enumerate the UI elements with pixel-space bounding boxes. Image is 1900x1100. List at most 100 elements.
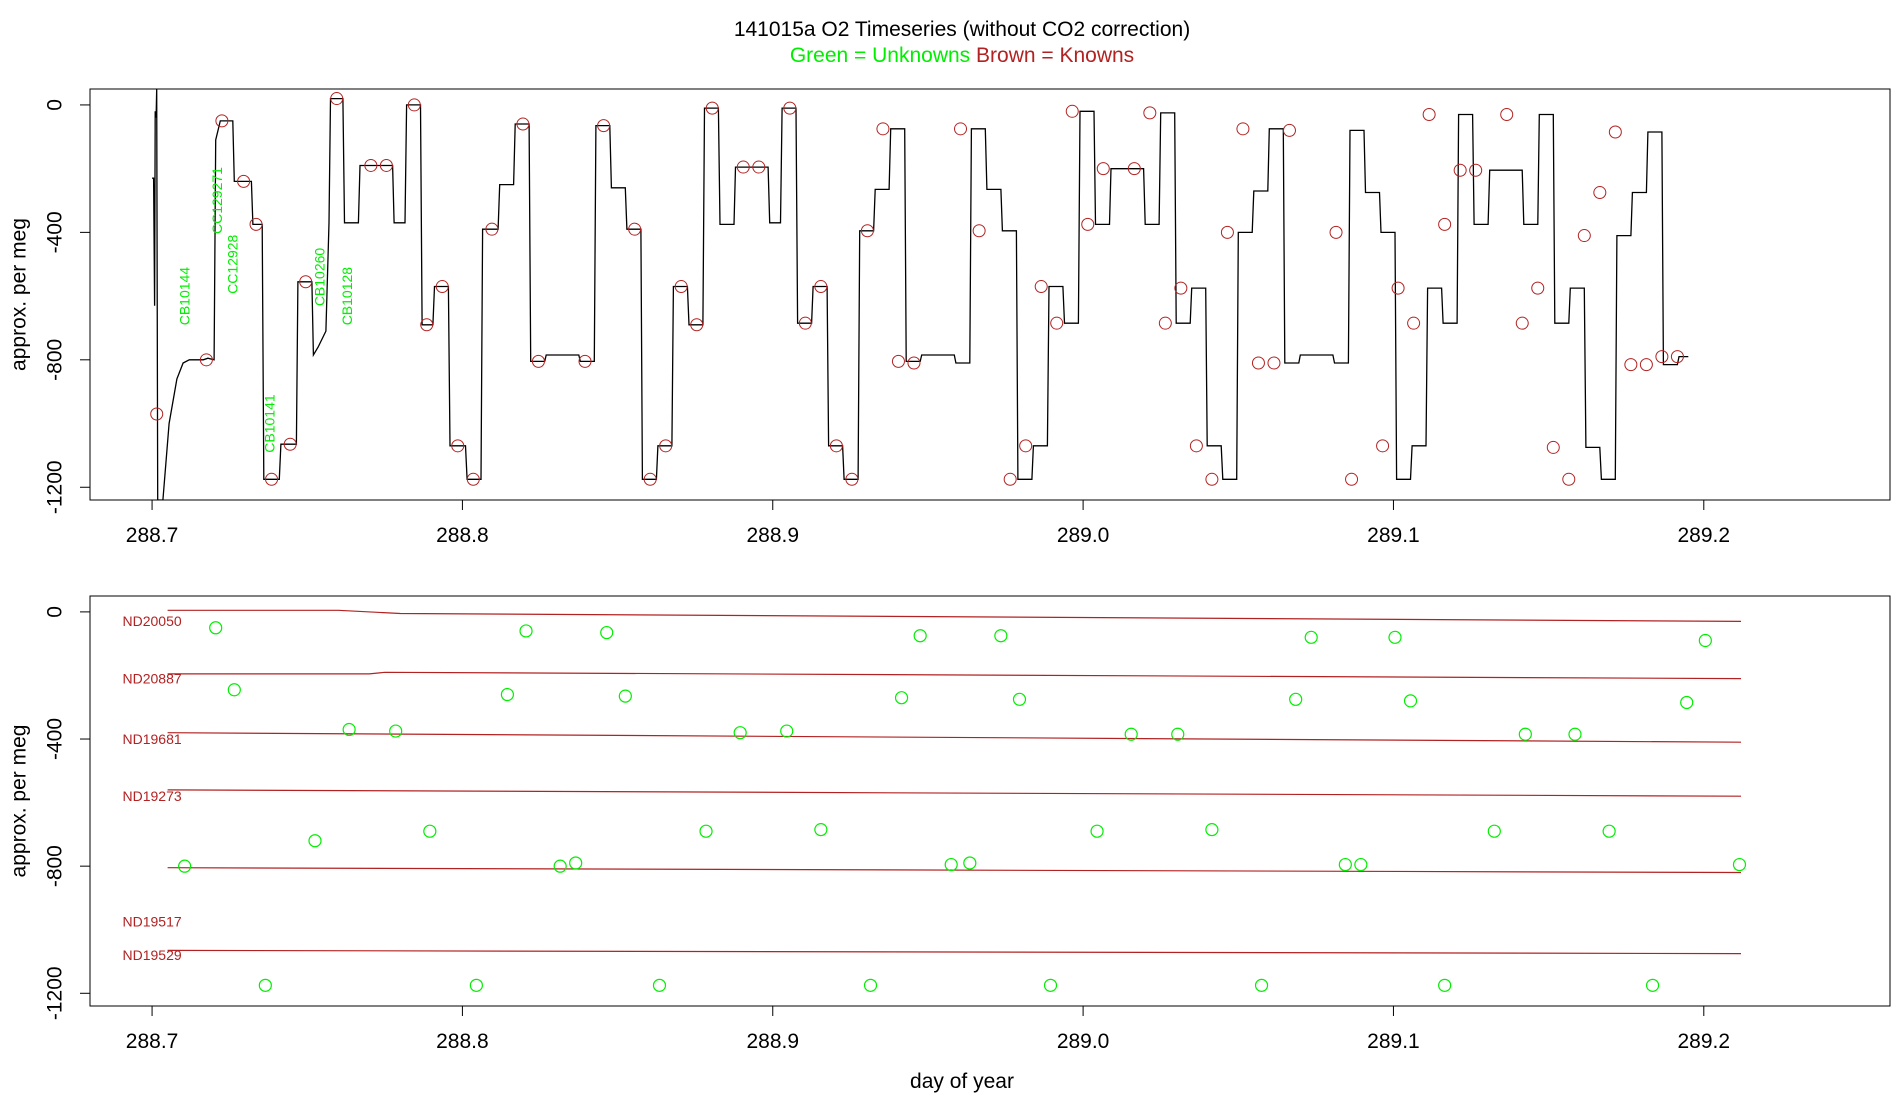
- known-point: [1453, 163, 1467, 177]
- unknown-point: [699, 824, 713, 838]
- unknown-point: [894, 691, 909, 705]
- known-point: [597, 119, 611, 133]
- x-tick-label: 289.2: [1678, 1030, 1731, 1053]
- known-point: [1236, 122, 1250, 136]
- known-point: [659, 439, 673, 453]
- unknown-point: [963, 856, 977, 870]
- known-point: [364, 158, 378, 172]
- unknown-point: [258, 978, 272, 992]
- y-axis-title: approx. per meg: [8, 725, 31, 878]
- unknown-point: [342, 722, 356, 737]
- known-point: [299, 275, 313, 289]
- known-point: [954, 122, 968, 136]
- known-point: [1096, 162, 1110, 176]
- y-tick-label: -1200: [44, 460, 67, 514]
- cylinder-annotation: CB10141: [262, 394, 278, 453]
- unknown-point: [1254, 978, 1269, 992]
- y-tick-label: 0: [44, 606, 67, 618]
- unknown-point: [1090, 824, 1104, 838]
- unknown-point: [780, 724, 794, 738]
- unknown-point: [600, 625, 614, 640]
- plot-frame: [89, 595, 1891, 1007]
- x-tick-label: 289.1: [1367, 1030, 1420, 1053]
- x-tick-label: 289.0: [1057, 524, 1110, 547]
- unknown-point: [569, 856, 583, 870]
- standard-label: ND20050: [122, 613, 181, 629]
- y-tick-label: -400: [44, 211, 67, 253]
- x-tick-label: 288.7: [126, 524, 179, 547]
- x-tick-label: 288.7: [126, 1030, 179, 1053]
- known-point: [237, 174, 251, 188]
- unknown-point: [1680, 695, 1694, 710]
- standard-line: [167, 949, 1742, 955]
- x-tick-label: 288.8: [436, 1030, 489, 1053]
- unknown-point: [1645, 978, 1660, 992]
- cylinder-annotation: CB10260: [311, 248, 327, 307]
- unknown-point: [423, 824, 437, 838]
- known-point: [1376, 439, 1390, 453]
- known-point: [907, 356, 921, 370]
- unknown-point: [913, 629, 927, 643]
- unknown-point: [1012, 692, 1027, 706]
- known-point: [1577, 229, 1591, 243]
- known-point: [860, 224, 874, 238]
- unknown-point: [994, 629, 1008, 643]
- known-point: [215, 114, 229, 128]
- legend-knowns: Brown = Knowns: [976, 44, 1134, 67]
- top-panel: 288.7 288.8 288.9 289.0 289.1 289.2 0 -400 -800 -…: [8, 88, 1891, 547]
- known-point: [199, 353, 213, 367]
- known-point: [420, 318, 434, 332]
- known-point: [1329, 225, 1343, 239]
- known-point: [1282, 123, 1296, 137]
- known-point: [1158, 316, 1172, 330]
- known-point: [485, 222, 499, 236]
- known-point: [829, 439, 843, 453]
- known-point: [690, 318, 704, 332]
- unknown-point: [500, 687, 515, 702]
- known-point: [1050, 316, 1064, 330]
- known-point: [1251, 356, 1265, 370]
- known-point: [1034, 280, 1048, 294]
- known-point: [1345, 472, 1359, 486]
- known-point: [845, 472, 859, 486]
- y-tick-label: -800: [44, 845, 67, 887]
- known-point: [1189, 439, 1203, 453]
- unknown-point: [227, 683, 241, 697]
- unknown-point: [389, 724, 403, 738]
- known-point: [643, 472, 657, 486]
- unknown-point: [1698, 633, 1712, 648]
- known-point: [1081, 217, 1095, 231]
- known-point: [249, 217, 263, 231]
- unknown-point: [1568, 727, 1582, 741]
- legend-unknowns: Green = Unknowns: [790, 44, 970, 67]
- standard-line: [167, 671, 1742, 680]
- known-point: [466, 472, 480, 486]
- y-tick-label: -800: [44, 339, 67, 381]
- known-point: [150, 407, 164, 421]
- known-point: [1546, 440, 1560, 454]
- standard-line: [167, 732, 1742, 743]
- chart-subtitle: Green = Unknowns Brown = Knowns: [790, 44, 1134, 67]
- known-point: [1065, 104, 1079, 118]
- known-point: [1624, 358, 1638, 372]
- known-point: [1562, 472, 1576, 486]
- unknown-point: [553, 859, 567, 873]
- known-point: [1500, 107, 1514, 121]
- x-tick-label: 289.2: [1678, 524, 1731, 547]
- unknown-point: [209, 621, 223, 635]
- known-point: [736, 160, 750, 174]
- known-point: [1220, 225, 1234, 239]
- standard-label: ND19529: [122, 947, 181, 963]
- cylinder-annotation: CC12928: [224, 234, 240, 293]
- known-point: [783, 101, 797, 115]
- known-point: [876, 122, 890, 136]
- known-point: [972, 224, 986, 238]
- known-point: [1143, 106, 1157, 120]
- known-point: [1515, 316, 1529, 330]
- standard-line: [167, 609, 1742, 622]
- known-point: [1593, 186, 1607, 200]
- unknown-point: [1124, 727, 1138, 741]
- known-point: [1019, 439, 1033, 453]
